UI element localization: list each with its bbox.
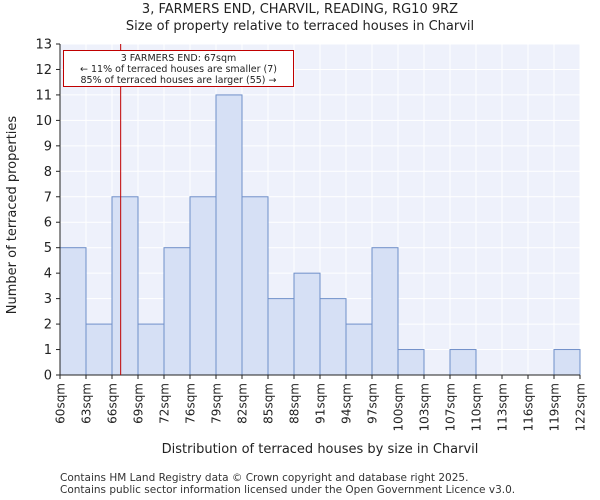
bar-107sqm <box>449 349 477 376</box>
x-tick-label: 88sqm <box>288 383 302 424</box>
bar-69sqm <box>137 323 165 376</box>
x-tick-label: 119sqm <box>548 383 562 431</box>
marker-annotation: 3 FARMERS END: 67sqm ← 11% of terraced h… <box>63 50 294 87</box>
y-tick-label: 2 <box>44 318 52 333</box>
y-tick-label: 1 <box>44 343 52 358</box>
bar-94sqm <box>345 323 373 376</box>
y-tick-label: 6 <box>44 216 52 231</box>
y-axis-label: Number of terraced properties <box>5 115 20 315</box>
x-tick-label: 94sqm <box>340 383 354 424</box>
bar-63sqm <box>85 323 113 376</box>
bar-66sqm <box>111 196 139 376</box>
x-axis-label: Distribution of terraced houses by size … <box>161 442 479 457</box>
x-tick-label: 69sqm <box>132 383 146 424</box>
x-tick-label: 100sqm <box>392 383 406 431</box>
x-tick-label: 91sqm <box>314 383 328 424</box>
footer-licence: Contains public sector information licen… <box>60 484 516 496</box>
bar-97sqm <box>371 247 399 376</box>
x-tick-label: 113sqm <box>496 383 510 431</box>
bar-82sqm <box>241 196 269 376</box>
y-tick-label: 7 <box>44 190 52 205</box>
bar-60sqm <box>59 247 87 376</box>
x-tick-label: 79sqm <box>210 383 224 424</box>
y-tick-label: 9 <box>44 139 52 154</box>
bar-100sqm <box>397 349 425 376</box>
bar-85sqm <box>267 298 295 376</box>
annotation-line-3: 85% of terraced houses are larger (55) → <box>80 75 277 86</box>
bar-91sqm <box>319 298 347 376</box>
bar-119sqm <box>553 349 581 376</box>
y-tick-label: 10 <box>35 114 52 129</box>
footer-copyright: Contains HM Land Registry data © Crown c… <box>60 472 469 484</box>
y-tick-label: 12 <box>35 63 52 78</box>
bar-79sqm <box>215 94 243 376</box>
x-tick-label: 82sqm <box>236 383 250 424</box>
x-tick-label: 110sqm <box>470 383 484 431</box>
bar-88sqm <box>293 272 321 376</box>
x-tick-label: 72sqm <box>158 383 172 424</box>
y-tick-label: 0 <box>44 369 52 384</box>
x-tick-label: 63sqm <box>80 383 94 424</box>
y-tick-label: 4 <box>44 267 52 282</box>
x-tick-label: 116sqm <box>522 383 536 431</box>
y-tick-label: 3 <box>44 292 52 307</box>
annotation-line-2: ← 11% of terraced houses are smaller (7) <box>80 64 277 75</box>
chart-subtitle: Size of property relative to terraced ho… <box>125 19 475 34</box>
x-tick-label: 66sqm <box>106 383 120 424</box>
x-tick-label: 76sqm <box>184 383 198 424</box>
x-tick-label: 97sqm <box>366 383 380 424</box>
x-tick-label: 107sqm <box>444 383 458 431</box>
chart-title: 3, FARMERS END, CHARVIL, READING, RG10 9… <box>141 2 459 17</box>
x-tick-label: 60sqm <box>54 383 68 424</box>
bar-72sqm <box>163 247 191 376</box>
annotation-line-1: 3 FARMERS END: 67sqm <box>120 53 237 64</box>
bar-76sqm <box>189 196 217 376</box>
y-tick-label: 13 <box>35 38 52 53</box>
x-tick-label: 103sqm <box>418 383 432 431</box>
y-tick-label: 8 <box>44 165 52 180</box>
x-tick-label: 122sqm <box>574 383 588 431</box>
y-tick-label: 5 <box>44 241 52 256</box>
x-tick-label: 85sqm <box>262 383 276 424</box>
y-tick-label: 11 <box>35 88 52 103</box>
